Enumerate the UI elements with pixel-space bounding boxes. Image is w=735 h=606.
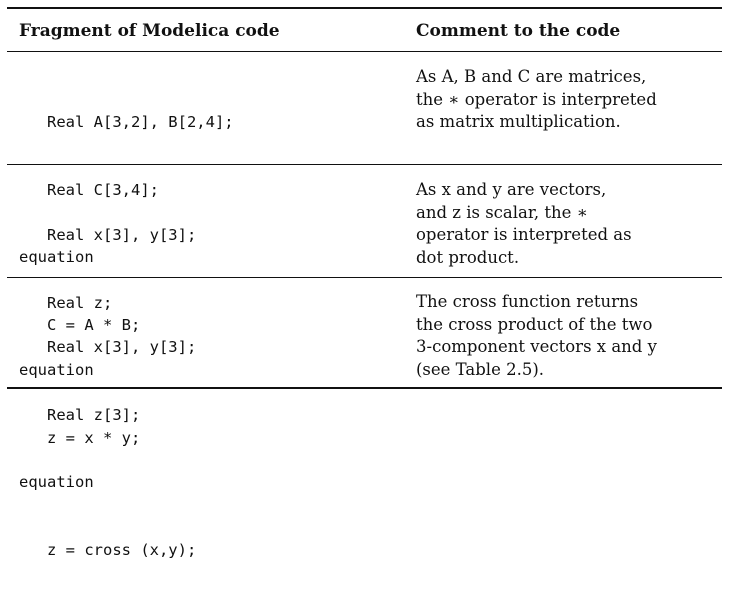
comment-line: operator is interpreted as bbox=[416, 225, 632, 244]
code-line: equation bbox=[19, 248, 94, 266]
comment-line: as matrix multiplication. bbox=[416, 112, 621, 131]
comment-line: 3-component vectors x and y bbox=[416, 337, 657, 356]
code-line: Real C[3,4]; bbox=[19, 180, 159, 199]
code-line: Real A[3,2], B[2,4]; bbox=[19, 113, 234, 131]
comment-line: The cross function returns bbox=[416, 292, 639, 311]
comment-line: (see Table 2.5). bbox=[416, 359, 545, 379]
comment-line: dot product. bbox=[416, 247, 520, 267]
code-block-cross-product: Real x[3], y[3]; Real z[3]; equation z =… bbox=[19, 291, 196, 606]
code-line: Real x[3], y[3]; bbox=[19, 226, 197, 244]
top-rule bbox=[7, 7, 722, 9]
comment-cross-product: The cross function returns the cross pro… bbox=[416, 291, 716, 381]
header-rule bbox=[7, 51, 722, 52]
code-line: Real z[3]; bbox=[19, 405, 141, 424]
comment-dot-product: As x and y are vectors, and z is scalar,… bbox=[416, 179, 716, 269]
row-rule bbox=[7, 277, 722, 278]
bottom-rule bbox=[7, 387, 722, 389]
code-line: C = A * B; bbox=[19, 315, 141, 334]
header-fragment-of-modelica-code: Fragment of Modelica code bbox=[19, 21, 280, 41]
code-line: z = cross (x,y); bbox=[19, 540, 197, 559]
code-line: Real z; bbox=[19, 293, 113, 312]
modelica-table: Fragment of Modelica code Comment to the… bbox=[7, 7, 722, 559]
comment-line: and z is scalar, the ∗ bbox=[416, 202, 588, 222]
code-line: equation bbox=[19, 473, 94, 491]
code-line: equation bbox=[19, 361, 94, 379]
comment-line: the ∗ operator is interpreted bbox=[416, 89, 657, 109]
comment-line: As x and y are vectors, bbox=[416, 180, 607, 199]
code-block-matrix-multiplication: Real A[3,2], B[2,4]; Real C[3,4]; equati… bbox=[19, 66, 234, 381]
comment-matrix-multiplication: As A, B and C are matrices, the ∗ operat… bbox=[416, 66, 716, 134]
comment-line: the cross product of the two bbox=[416, 314, 653, 334]
row-rule bbox=[7, 164, 722, 165]
code-line: Real x[3], y[3]; bbox=[19, 338, 197, 356]
header-comment-to-the-code: Comment to the code bbox=[416, 21, 621, 41]
comment-line: As A, B and C are matrices, bbox=[416, 67, 647, 86]
